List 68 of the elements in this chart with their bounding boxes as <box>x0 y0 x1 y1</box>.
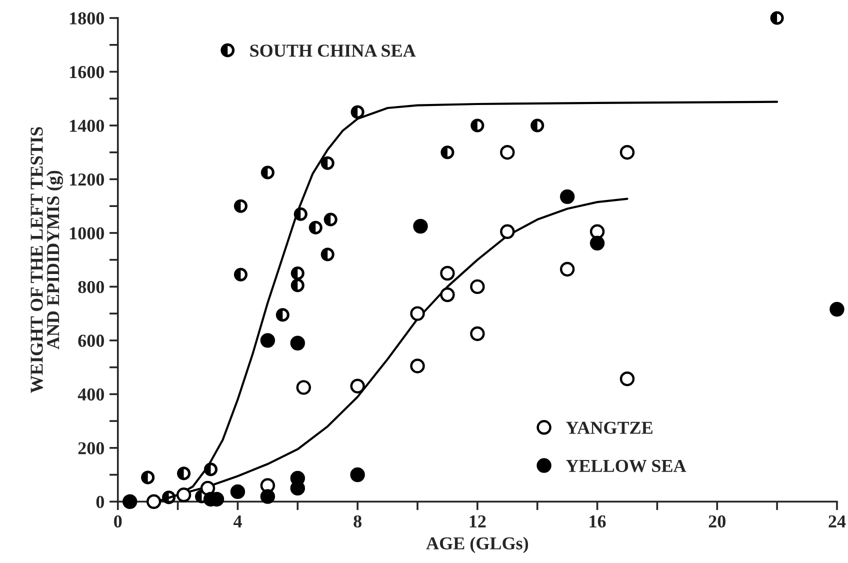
point <box>560 189 575 204</box>
point <box>320 156 334 170</box>
point <box>141 470 155 484</box>
x-tick-label: 12 <box>470 515 486 528</box>
y-tick-label: 400 <box>78 388 104 401</box>
point <box>234 268 248 282</box>
point <box>410 306 425 321</box>
point <box>290 336 306 350</box>
legend-label: SOUTH CHINA SEA <box>250 44 416 57</box>
point <box>320 248 334 262</box>
point <box>830 302 844 317</box>
point <box>440 287 455 302</box>
point <box>296 380 311 395</box>
y-tick-label: 1400 <box>70 120 104 132</box>
point <box>590 224 605 239</box>
point <box>260 333 276 348</box>
point <box>162 490 176 504</box>
x-tick-label: 8 <box>354 515 362 528</box>
point <box>350 467 365 482</box>
point <box>350 378 365 394</box>
y-axis-title: WEIGHT OF THE LEFT TESTIS AND EPIDIDYMIS (g) <box>30 127 64 394</box>
y-tick-label: 1600 <box>70 66 104 78</box>
point <box>440 266 455 281</box>
point <box>410 358 425 374</box>
point <box>560 262 575 277</box>
point <box>176 488 192 502</box>
point <box>146 494 162 509</box>
point <box>440 146 454 160</box>
point <box>230 484 246 500</box>
point <box>308 220 322 234</box>
point <box>204 462 218 476</box>
point <box>260 166 274 180</box>
legend-label: YELLOW SEA <box>566 460 686 472</box>
point <box>290 278 304 292</box>
point <box>470 326 485 342</box>
point <box>500 144 515 160</box>
point <box>590 236 605 251</box>
y-tick-label: 200 <box>78 442 104 454</box>
y-tick-label: 1200 <box>70 173 104 186</box>
point <box>276 308 290 322</box>
point <box>122 494 138 509</box>
point <box>470 118 484 132</box>
y-tick-label: 1000 <box>70 227 104 240</box>
point <box>530 118 544 132</box>
point <box>294 207 308 221</box>
x-axis-title: AGE (GLGs) <box>426 536 528 554</box>
x-tick-label: 20 <box>708 515 726 528</box>
y-tick-label: 800 <box>78 280 104 294</box>
x-tick-label: 4 <box>233 515 242 528</box>
point <box>290 266 304 280</box>
y-tick-label: 0 <box>96 496 104 508</box>
point <box>350 105 364 119</box>
point <box>500 224 515 239</box>
point <box>620 144 635 160</box>
point <box>177 466 191 480</box>
x-tick-label: 0 <box>114 515 122 528</box>
y-tick-label: 1800 <box>70 12 104 24</box>
point <box>620 371 635 386</box>
legend-label: YANGTZE <box>566 422 652 434</box>
x-tick-label: 24 <box>828 515 846 528</box>
point <box>234 199 248 213</box>
point <box>770 11 784 25</box>
point <box>260 489 276 504</box>
x-tick-label: 16 <box>590 515 606 528</box>
point <box>413 218 428 234</box>
y-tick-label: 600 <box>78 334 104 347</box>
point <box>470 279 485 294</box>
point <box>324 212 338 226</box>
